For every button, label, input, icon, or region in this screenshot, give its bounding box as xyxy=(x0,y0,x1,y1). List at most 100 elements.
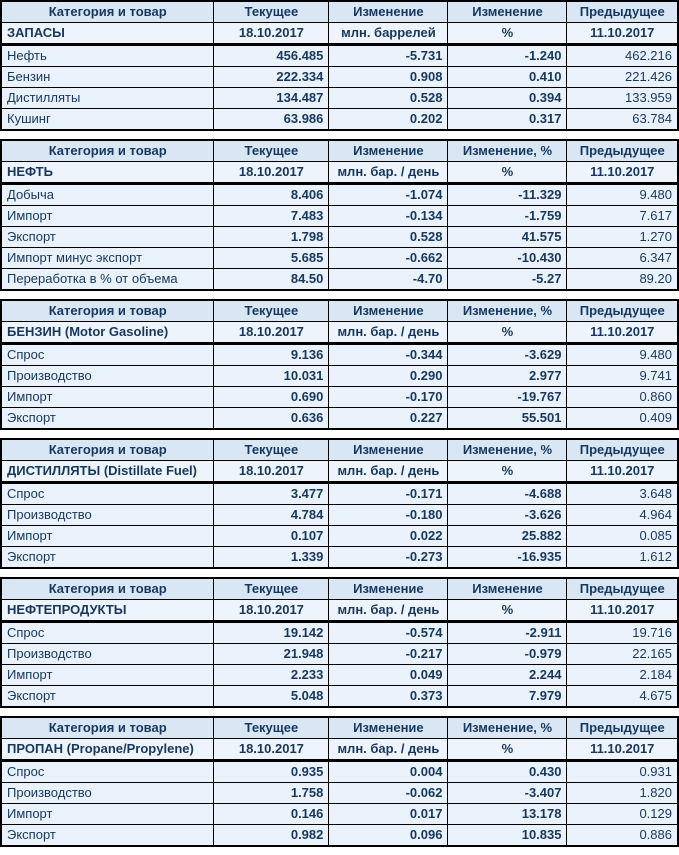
report-table-4: Категория и товар Текущее Изменение Изменен… xyxy=(0,438,679,569)
column-header: Текущее xyxy=(213,438,330,461)
change-pct-value: 0.317 xyxy=(447,108,568,131)
previous-value: 9.741 xyxy=(566,365,679,387)
percent-symbol: % xyxy=(447,599,568,623)
column-header: Текущее xyxy=(213,139,330,162)
previous-date: 11.10.2017 xyxy=(566,599,679,623)
table-row: Нефть 456.485 -5.731 -1.240 462.216 xyxy=(0,44,679,67)
column-header: Предыдущее xyxy=(566,577,679,600)
current-value: 0.146 xyxy=(213,803,330,825)
change-pct-value: 0.430 xyxy=(447,760,568,783)
table-row: Импорт минус экспорт 5.685 -0.662 -10.430 6.… xyxy=(0,247,679,269)
change-value: 0.908 xyxy=(328,66,449,88)
change-pct-value: -10.430 xyxy=(447,247,568,269)
table-row: Производство 10.031 0.290 2.977 9.741 xyxy=(0,365,679,387)
current-value: 3.477 xyxy=(213,482,330,505)
previous-value: 1.820 xyxy=(566,782,679,804)
change-value: -4.70 xyxy=(328,268,449,291)
category-label: Переработка в % от объема xyxy=(0,268,215,291)
table-row: БЕНЗИН (Motor Gasoline) 18.10.2017 млн. ба… xyxy=(0,321,679,345)
current-value: 21.948 xyxy=(213,643,330,665)
previous-value: 133.959 xyxy=(566,87,679,109)
previous-date: 11.10.2017 xyxy=(566,22,679,46)
previous-value: 6.347 xyxy=(566,247,679,269)
table-title: ЗАПАСЫ xyxy=(0,22,215,46)
report-table-2: Категория и товар Текущее Изменение Изменен… xyxy=(0,139,679,291)
category-label: Производство xyxy=(0,782,215,804)
change-value: -0.180 xyxy=(328,504,449,526)
current-value: 2.233 xyxy=(213,664,330,686)
current-date: 18.10.2017 xyxy=(213,161,330,185)
table-row: Спрос 0.935 0.004 0.430 0.931 xyxy=(0,760,679,783)
table-row: Категория и товар Текущее Изменение Изменен… xyxy=(0,299,679,322)
column-header: Изменение xyxy=(447,577,568,600)
table-row: Категория и товар Текущее Изменение Изменен… xyxy=(0,139,679,162)
previous-value: 63.784 xyxy=(566,108,679,131)
change-value: 0.528 xyxy=(328,87,449,109)
change-value: -0.062 xyxy=(328,782,449,804)
column-header: Предыдущее xyxy=(566,438,679,461)
category-label: Экспорт xyxy=(0,824,215,847)
change-pct-value: -1.240 xyxy=(447,44,568,67)
change-pct-value: -1.759 xyxy=(447,205,568,227)
table-row: Кушинг 63.986 0.202 0.317 63.784 xyxy=(0,108,679,131)
change-value: -0.662 xyxy=(328,247,449,269)
current-value: 63.986 xyxy=(213,108,330,131)
report-table-1: Категория и товар Текущее Изменение Изменен… xyxy=(0,0,679,131)
change-value: -5.731 xyxy=(328,44,449,67)
previous-value: 0.085 xyxy=(566,525,679,547)
category-label: Спрос xyxy=(0,343,215,366)
change-value: -1.074 xyxy=(328,183,449,206)
current-value: 0.636 xyxy=(213,407,330,430)
column-header: Изменение xyxy=(328,299,449,322)
table-row: Экспорт 5.048 0.373 7.979 4.675 xyxy=(0,685,679,708)
change-value: 0.373 xyxy=(328,685,449,708)
change-pct-value: 0.394 xyxy=(447,87,568,109)
table-row: Импорт 0.690 -0.170 -19.767 0.860 xyxy=(0,386,679,408)
change-value: 0.049 xyxy=(328,664,449,686)
category-label: Нефть xyxy=(0,44,215,67)
current-value: 0.982 xyxy=(213,824,330,847)
current-date: 18.10.2017 xyxy=(213,738,330,762)
change-pct-value: -19.767 xyxy=(447,386,568,408)
previous-value: 1.612 xyxy=(566,546,679,569)
change-value: -0.134 xyxy=(328,205,449,227)
report-table-5: Категория и товар Текущее Изменение Изменен… xyxy=(0,577,679,708)
current-value: 1.798 xyxy=(213,226,330,248)
current-value: 1.339 xyxy=(213,546,330,569)
unit-label: млн. бар. / день xyxy=(328,599,449,623)
table-row: Дистилляты 134.487 0.528 0.394 133.959 xyxy=(0,87,679,109)
column-header: Изменение xyxy=(328,139,449,162)
report-table-3: Категория и товар Текущее Изменение Изменен… xyxy=(0,299,679,430)
change-value: 0.017 xyxy=(328,803,449,825)
category-label: Производство xyxy=(0,504,215,526)
table-row: Категория и товар Текущее Изменение Изменен… xyxy=(0,716,679,739)
percent-symbol: % xyxy=(447,161,568,185)
previous-date: 11.10.2017 xyxy=(566,738,679,762)
change-value: 0.022 xyxy=(328,525,449,547)
previous-value: 89.20 xyxy=(566,268,679,291)
table-row: Импорт 0.146 0.017 13.178 0.129 xyxy=(0,803,679,825)
percent-symbol: % xyxy=(447,460,568,484)
change-value: 0.202 xyxy=(328,108,449,131)
category-label: Дистилляты xyxy=(0,87,215,109)
change-pct-value: -0.979 xyxy=(447,643,568,665)
table-title: БЕНЗИН (Motor Gasoline) xyxy=(0,321,215,345)
current-value: 222.334 xyxy=(213,66,330,88)
table-row: Категория и товар Текущее Изменение Изменен… xyxy=(0,0,679,23)
table-row: ПРОПАН (Propane/Propylene) 18.10.2017 млн.… xyxy=(0,738,679,762)
change-pct-value: -3.629 xyxy=(447,343,568,366)
category-label: Спрос xyxy=(0,482,215,505)
category-label: Производство xyxy=(0,643,215,665)
change-value: -0.574 xyxy=(328,621,449,644)
table-title: НЕФТЕПРОДУКТЫ xyxy=(0,599,215,623)
unit-label: млн. бар. / день xyxy=(328,321,449,345)
column-header: Категория и товар xyxy=(0,438,215,461)
column-header: Изменение xyxy=(328,0,449,23)
current-value: 8.406 xyxy=(213,183,330,206)
previous-date: 11.10.2017 xyxy=(566,460,679,484)
current-value: 7.483 xyxy=(213,205,330,227)
current-date: 18.10.2017 xyxy=(213,321,330,345)
column-header: Изменение xyxy=(328,438,449,461)
current-value: 456.485 xyxy=(213,44,330,67)
column-header: Категория и товар xyxy=(0,0,215,23)
